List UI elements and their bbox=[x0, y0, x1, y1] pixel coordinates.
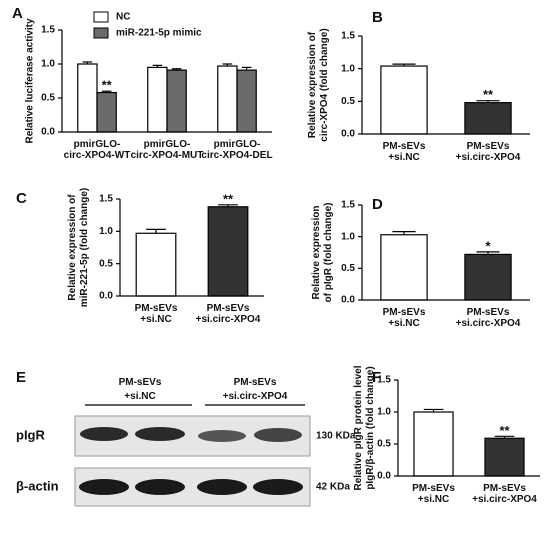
bar bbox=[464, 253, 512, 301]
bar bbox=[413, 411, 454, 477]
band bbox=[253, 479, 303, 495]
blot-size: 42 KDa bbox=[316, 482, 350, 493]
significance: ** bbox=[483, 87, 494, 102]
bar bbox=[380, 234, 428, 301]
y-tick-label: 1.5 bbox=[99, 194, 113, 205]
band bbox=[254, 428, 302, 442]
x-tick-label: PM-sEVs +si.NC bbox=[383, 141, 426, 163]
y-tick-label: 1.5 bbox=[41, 25, 55, 36]
band bbox=[197, 479, 247, 495]
x-tick-label: PM-sEVs +si.NC bbox=[412, 483, 455, 505]
y-tick-label: 1.0 bbox=[377, 407, 391, 418]
y-tick-label: 1.5 bbox=[341, 200, 355, 211]
y-tick-label: 1.5 bbox=[377, 375, 391, 386]
y-tick-label: 0.5 bbox=[99, 258, 113, 269]
legend-swatch bbox=[93, 27, 109, 39]
y-tick-label: 1.0 bbox=[99, 226, 113, 237]
bar bbox=[207, 206, 249, 297]
y-tick-label: 1.0 bbox=[341, 63, 355, 74]
bar bbox=[464, 102, 512, 135]
x-tick-label: PM-sEVs +si.circ-XPO4 bbox=[472, 483, 537, 505]
bar bbox=[484, 437, 525, 477]
panel-label: F bbox=[372, 369, 381, 386]
significance: * bbox=[485, 238, 491, 253]
band bbox=[79, 479, 129, 495]
significance: ** bbox=[102, 78, 113, 93]
y-axis-label: Relative expression ofmiR-221-5p (fold c… bbox=[67, 188, 90, 307]
legend-label: miR-221-5p mimic bbox=[116, 28, 202, 39]
x-tick-label: pmirGLO-circ-XPO4-DEL bbox=[201, 139, 272, 161]
y-tick-label: 1.0 bbox=[41, 59, 55, 70]
band bbox=[80, 427, 128, 441]
bar bbox=[217, 65, 238, 133]
x-tick-label: PM-sEVs +si.NC bbox=[383, 307, 426, 329]
y-tick-label: 0.0 bbox=[341, 295, 355, 306]
panel-label: B bbox=[372, 9, 383, 26]
blot-row-name: pIgR bbox=[16, 427, 45, 442]
y-axis-label: Relative pIgR protein levelpIgR/β-actin … bbox=[353, 365, 376, 490]
significance: ** bbox=[499, 423, 510, 438]
bar bbox=[380, 65, 428, 135]
y-axis-label: Relative expression ofcirc-XPO4 (fold ch… bbox=[307, 28, 330, 141]
x-tick-label: PM-sEVs +si.NC bbox=[135, 303, 178, 325]
bar bbox=[166, 69, 187, 133]
blot-group: PM-sEVs +si.NC bbox=[119, 377, 162, 402]
panel-label: A bbox=[12, 5, 23, 22]
significance: ** bbox=[223, 191, 234, 206]
panel-label: E bbox=[16, 369, 26, 386]
y-tick-label: 0.5 bbox=[377, 439, 391, 450]
y-tick-label: 0.0 bbox=[99, 291, 113, 302]
panel-label: C bbox=[16, 190, 27, 207]
x-tick-label: PM-sEVs +si.circ-XPO4 bbox=[456, 307, 521, 329]
blot-row-name: β-actin bbox=[16, 478, 59, 493]
blot-size: 130 KDa bbox=[316, 431, 356, 442]
panel-label: D bbox=[372, 196, 383, 213]
y-axis-label: Relative expressionof pIgR (fold change) bbox=[311, 203, 334, 303]
y-tick-label: 1.0 bbox=[341, 231, 355, 242]
blot-group: PM-sEVs +si.circ-XPO4 bbox=[223, 377, 288, 402]
y-tick-label: 0.5 bbox=[341, 263, 355, 274]
bar bbox=[135, 232, 177, 297]
bar bbox=[147, 66, 168, 133]
y-tick-label: 0.0 bbox=[377, 471, 391, 482]
bar bbox=[77, 63, 98, 133]
y-tick-label: 0.5 bbox=[41, 93, 55, 104]
band bbox=[198, 430, 246, 442]
y-tick-label: 0.0 bbox=[341, 129, 355, 140]
x-tick-label: PM-sEVs +si.circ-XPO4 bbox=[456, 141, 521, 163]
bar bbox=[96, 91, 117, 133]
band bbox=[135, 427, 185, 441]
y-tick-label: 0.5 bbox=[341, 96, 355, 107]
y-tick-label: 1.5 bbox=[341, 31, 355, 42]
y-axis-label: Relative luciferase activity bbox=[25, 18, 36, 144]
x-tick-label: pmirGLO-circ-XPO4-WT bbox=[64, 139, 131, 161]
x-tick-label: PM-sEVs +si.circ-XPO4 bbox=[196, 303, 261, 325]
legend-label: NC bbox=[116, 12, 130, 23]
x-tick-label: pmirGLO-circ-XPO4-MUT bbox=[131, 139, 204, 161]
legend-swatch bbox=[93, 11, 109, 23]
bar bbox=[236, 69, 257, 133]
band bbox=[135, 479, 185, 495]
y-tick-label: 0.0 bbox=[41, 127, 55, 138]
